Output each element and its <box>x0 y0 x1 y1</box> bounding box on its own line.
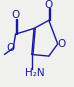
Text: O: O <box>6 43 15 53</box>
Text: O: O <box>11 10 20 20</box>
Text: H₂N: H₂N <box>25 68 45 78</box>
Text: O: O <box>57 39 66 49</box>
Text: O: O <box>45 0 53 10</box>
